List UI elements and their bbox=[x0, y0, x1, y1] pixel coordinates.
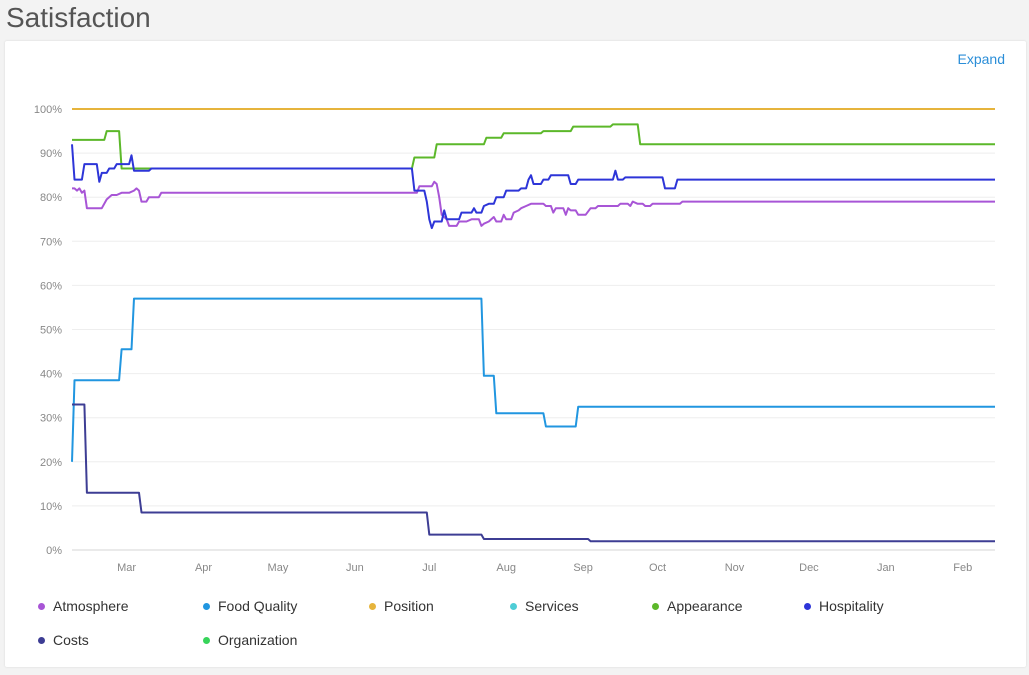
y-tick-label: 0% bbox=[46, 545, 62, 557]
legend-dot-icon bbox=[652, 602, 659, 610]
y-tick-label: 60% bbox=[40, 280, 62, 292]
y-tick-label: 50% bbox=[40, 325, 62, 337]
series-line-appearance[interactable] bbox=[72, 123, 995, 170]
legend-dot-icon bbox=[369, 602, 376, 610]
series-lines bbox=[71, 108, 995, 543]
page-title: Satisfaction bbox=[6, 2, 151, 33]
chart-legend: Atmosphere Food Quality Position Services Ap… bbox=[5, 41, 1026, 667]
legend-label: Food Quality bbox=[218, 598, 298, 614]
legend-item-atmosphere[interactable]: Atmosphere bbox=[38, 598, 128, 614]
legend-label: Position bbox=[384, 598, 434, 614]
legend-label: Organization bbox=[218, 632, 298, 648]
satisfaction-line-chart: 0% 10% 20% 30% 40% 50% 60% 70% 80% 90% 100% Mar Apr… bbox=[34, 104, 995, 574]
legend-item-hospitality[interactable]: Hospitality bbox=[804, 598, 884, 614]
x-tick-label: Oct bbox=[649, 562, 666, 574]
series-line-costs[interactable] bbox=[72, 403, 995, 543]
y-tick-label: 90% bbox=[40, 148, 62, 160]
legend-item-services[interactable]: Services bbox=[510, 598, 579, 614]
x-tick-label: Jun bbox=[346, 562, 364, 574]
x-tick-label: May bbox=[268, 562, 289, 574]
legend-label: Atmosphere bbox=[53, 598, 129, 614]
x-tick-label: Jan bbox=[877, 562, 895, 574]
series-line-atmosphere[interactable] bbox=[72, 180, 995, 227]
x-tick-label: Nov bbox=[725, 562, 745, 574]
legend-dot-icon bbox=[804, 602, 811, 610]
x-tick-label: Dec bbox=[799, 562, 819, 574]
legend-dot-icon bbox=[510, 602, 517, 610]
series-line-hospitality[interactable] bbox=[71, 144, 995, 230]
y-axis-ticks: 0% 10% 20% 30% 40% 50% 60% 70% 80% 90% 100% bbox=[34, 104, 62, 557]
y-tick-label: 30% bbox=[40, 413, 62, 425]
series-line-food-quality[interactable] bbox=[71, 297, 995, 462]
legend-dot-icon bbox=[203, 602, 210, 610]
legend-dot-icon bbox=[38, 602, 45, 610]
x-tick-label: Mar bbox=[117, 562, 136, 574]
y-tick-label: 20% bbox=[40, 457, 62, 469]
grid-lines bbox=[72, 108, 995, 551]
x-axis-ticks: Mar Apr May Jun Jul Aug Sep Oct Nov Dec Jan Feb bbox=[117, 562, 972, 574]
y-tick-label: 70% bbox=[40, 236, 62, 248]
x-tick-label: Apr bbox=[195, 562, 212, 574]
legend-label: Costs bbox=[53, 632, 89, 648]
legend-item-costs[interactable]: Costs bbox=[38, 632, 89, 648]
x-tick-label: Aug bbox=[496, 562, 516, 574]
legend-dot-icon bbox=[38, 636, 45, 644]
y-tick-label: 40% bbox=[40, 369, 62, 381]
legend-label: Hospitality bbox=[819, 598, 884, 614]
legend-label: Appearance bbox=[667, 598, 743, 614]
expand-link[interactable]: Expand bbox=[957, 51, 1005, 67]
y-tick-label: 100% bbox=[34, 104, 62, 116]
legend-item-organization[interactable]: Organization bbox=[203, 632, 297, 648]
legend-dot-icon bbox=[203, 636, 210, 644]
y-tick-label: 10% bbox=[40, 501, 62, 513]
legend-label: Services bbox=[525, 598, 579, 614]
legend-item-food-quality[interactable]: Food Quality bbox=[203, 598, 297, 614]
x-tick-label: Sep bbox=[573, 562, 593, 574]
y-tick-label: 80% bbox=[40, 192, 62, 204]
legend-item-appearance[interactable]: Appearance bbox=[652, 598, 743, 614]
legend-item-position[interactable]: Position bbox=[369, 598, 434, 614]
x-tick-label: Jul bbox=[422, 562, 436, 574]
x-tick-label: Feb bbox=[953, 562, 972, 574]
satisfaction-card: Expand 0% 10% 20% 30% 40% 50% 60% 70% 80% 90% 100%… bbox=[5, 41, 1026, 667]
